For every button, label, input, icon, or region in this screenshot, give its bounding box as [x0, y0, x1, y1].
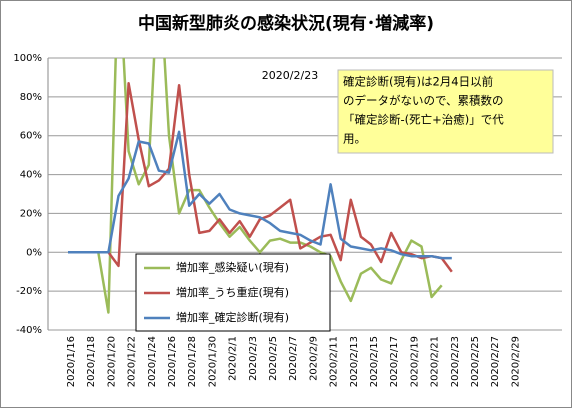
y-tick-label: 100% [13, 53, 42, 64]
note-line: 「確定診断-(死亡+治癒)」で代 [343, 113, 504, 127]
legend-label: 増加率_うち重症(現有) [176, 285, 289, 299]
note-line: 確定診断(現有)は2月4日以前 [343, 75, 493, 89]
series-line [68, 130, 452, 260]
x-tick-label: 2020/2/25 [470, 336, 481, 387]
legend-label: 増加率_確定診断(現有) [176, 310, 289, 324]
note: 確定診断(現有)は2月4日以前のデータがないので、累積数の「確定診断-(死亡+治… [343, 75, 504, 146]
x-tick-label: 2020/1/20 [106, 336, 117, 387]
y-tick-label: 0% [26, 247, 42, 258]
x-tick-label: 2020/2/3 [248, 336, 259, 381]
x-tick-label: 2020/2/27 [490, 336, 501, 387]
x-tick-label: 2020/1/18 [86, 336, 97, 387]
legend: 増加率_感染疑い(現有) 増加率_うち重症(現有) 増加率_確定診断(現有) [144, 260, 289, 324]
y-tick-label: 80% [20, 92, 42, 103]
y-tick-label: -40% [16, 325, 42, 336]
x-tick-label: 2020/1/16 [66, 336, 77, 387]
x-tick-label: 2020/1/26 [167, 336, 178, 387]
x-tick-label: 2020/2/1 [228, 336, 239, 381]
x-tick-label: 2020/1/24 [147, 336, 158, 387]
grid: -40% -20% 0% 20% 40% 60% 80% 100% 2020/1/16 2020/… [13, 53, 562, 387]
x-tick-label: 2020/2/7 [288, 336, 299, 381]
y-tick-label: 60% [20, 131, 42, 142]
x-tick-label: 2020/2/21 [430, 336, 441, 387]
x-tick-label: 2020/2/13 [349, 336, 360, 387]
x-tick-label: 2020/2/15 [369, 336, 380, 387]
x-tick-label: 2020/2/5 [268, 336, 279, 381]
x-tick-label: 2020/2/9 [308, 336, 319, 381]
note-box [337, 69, 554, 154]
y-tick-label: 20% [20, 208, 42, 219]
x-tick-label: 2020/2/17 [389, 336, 400, 387]
series-line [68, 58, 443, 314]
legend-label: 増加率_感染疑い(現有) [176, 260, 289, 274]
x-tick-label: 2020/1/30 [207, 336, 218, 387]
x-tick-label: 2020/2/23 [450, 336, 461, 387]
note-line: 用。 [343, 132, 366, 146]
x-tick-label: 2020/2/19 [409, 336, 420, 387]
chart-title: 中国新型肺炎の感染状況(現有･増減率) [138, 13, 434, 34]
y-tick-label: -20% [16, 286, 42, 297]
note-line: のデータがないので、累積数の [343, 94, 504, 108]
x-tick-label: 2020/1/28 [187, 336, 198, 387]
y-tick-label: 40% [20, 170, 42, 181]
x-tick-label: 2020/1/22 [127, 336, 138, 387]
annotation: 2020/2/23 [262, 69, 318, 82]
x-tick-label: 2020/2/11 [329, 336, 340, 387]
x-tick-label: 2020/2/29 [510, 336, 521, 387]
lines [68, 58, 453, 314]
